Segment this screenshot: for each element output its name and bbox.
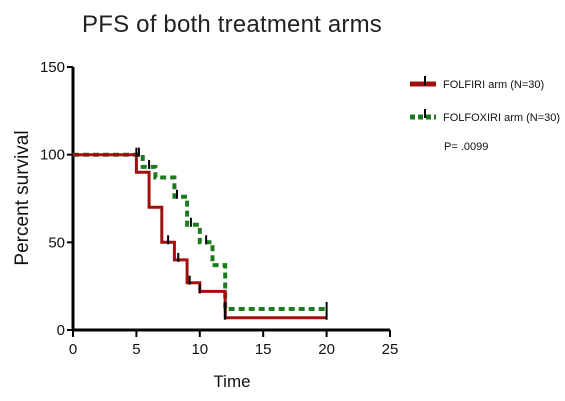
axes bbox=[71, 67, 390, 332]
y-ticks: 0 50 100 150 bbox=[40, 59, 73, 339]
x-tick-label: 10 bbox=[191, 341, 208, 358]
y-tick-label: 50 bbox=[48, 234, 65, 251]
x-tick-label: 5 bbox=[132, 341, 140, 358]
chart-title: PFS of both treatment arms bbox=[82, 11, 382, 38]
series-line-folfiri bbox=[73, 153, 327, 320]
p-value-annotation: P= .0099 bbox=[444, 141, 488, 153]
y-tick-label: 150 bbox=[40, 59, 65, 76]
x-tick-label: 20 bbox=[318, 341, 335, 358]
legend-label-folfiri: FOLFIRI arm (N=30) bbox=[443, 79, 544, 91]
x-ticks: 0 5 10 15 20 25 bbox=[69, 330, 399, 358]
legend-label-folfoxiri: FOLFOXIRI arm (N=30) bbox=[443, 112, 560, 124]
y-axis-label: Percent survival bbox=[12, 130, 33, 265]
legend-item-folfiri: FOLFIRI arm (N=30) bbox=[410, 76, 544, 91]
x-axis-label: Time bbox=[213, 372, 250, 391]
x-tick-label: 0 bbox=[69, 341, 77, 358]
series-layer bbox=[73, 147, 328, 320]
y-tick-label: 100 bbox=[40, 147, 65, 164]
legend: FOLFIRI arm (N=30) FOLFOXIRI arm (N=30) … bbox=[410, 76, 560, 153]
series-line-folfoxiri bbox=[73, 152, 327, 311]
y-tick-label: 0 bbox=[57, 322, 65, 339]
x-tick-label: 15 bbox=[255, 341, 272, 358]
legend-item-folfoxiri: FOLFOXIRI arm (N=30) bbox=[410, 109, 560, 124]
x-tick-label: 25 bbox=[382, 341, 399, 358]
